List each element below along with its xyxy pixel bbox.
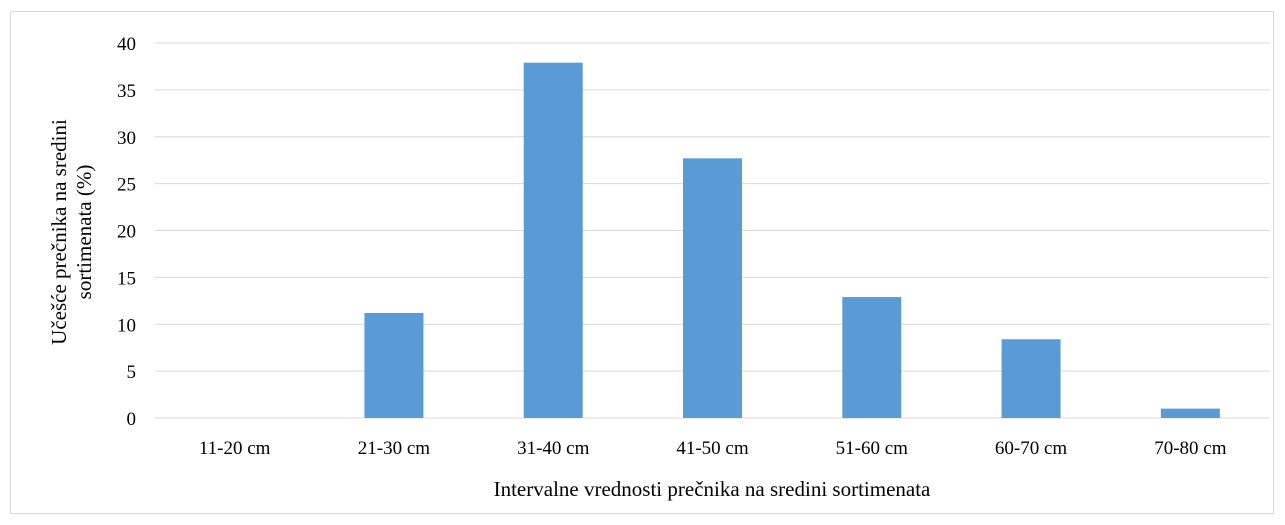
x-tick-label: 70-80 cm [1154,438,1227,459]
y-tick-label: 25 [117,175,136,196]
bar-70-80-cm [1160,408,1220,418]
x-axis-title: Intervalne vrednosti prečnika na sredini… [494,477,931,501]
y-tick-label: 0 [127,409,137,430]
y-axis-title: Učešće prečnika na sredini sortimenata (… [47,119,96,345]
y-tick-label: 10 [117,315,136,336]
bar-31-40-cm [523,62,583,418]
x-tick-label: 51-60 cm [836,438,909,459]
bar-51-60-cm [842,297,902,418]
y-tick-label: 40 [117,34,136,55]
y-tick-label: 35 [117,81,136,102]
y-tick-label: 15 [117,268,136,289]
bar-21-30-cm [364,313,424,418]
x-tick-label: 31-40 cm [517,438,590,459]
y-tick-label: 30 [117,128,136,149]
chart-frame [10,11,1274,514]
bars [364,62,1220,418]
x-tick-label: 41-50 cm [676,438,749,459]
y-tick-labels: 0 5 10 15 20 25 30 35 40 [117,34,136,430]
y-axis-title-line-2: sortimenata (%) [72,165,96,300]
bar-60-70-cm [1001,339,1061,418]
y-axis-title-line-1: Učešće prečnika na sredini [47,119,71,345]
x-tick-label: 60-70 cm [995,438,1068,459]
y-tick-label: 20 [117,222,136,243]
bar-41-50-cm [683,158,742,418]
x-tick-label: 21-30 cm [358,438,431,459]
y-tick-label: 5 [127,362,137,383]
x-tick-label: 11-20 cm [199,438,271,459]
x-tick-labels: 11-20 cm 21-30 cm 31-40 cm 41-50 cm 51-60 cm… [199,438,1227,459]
